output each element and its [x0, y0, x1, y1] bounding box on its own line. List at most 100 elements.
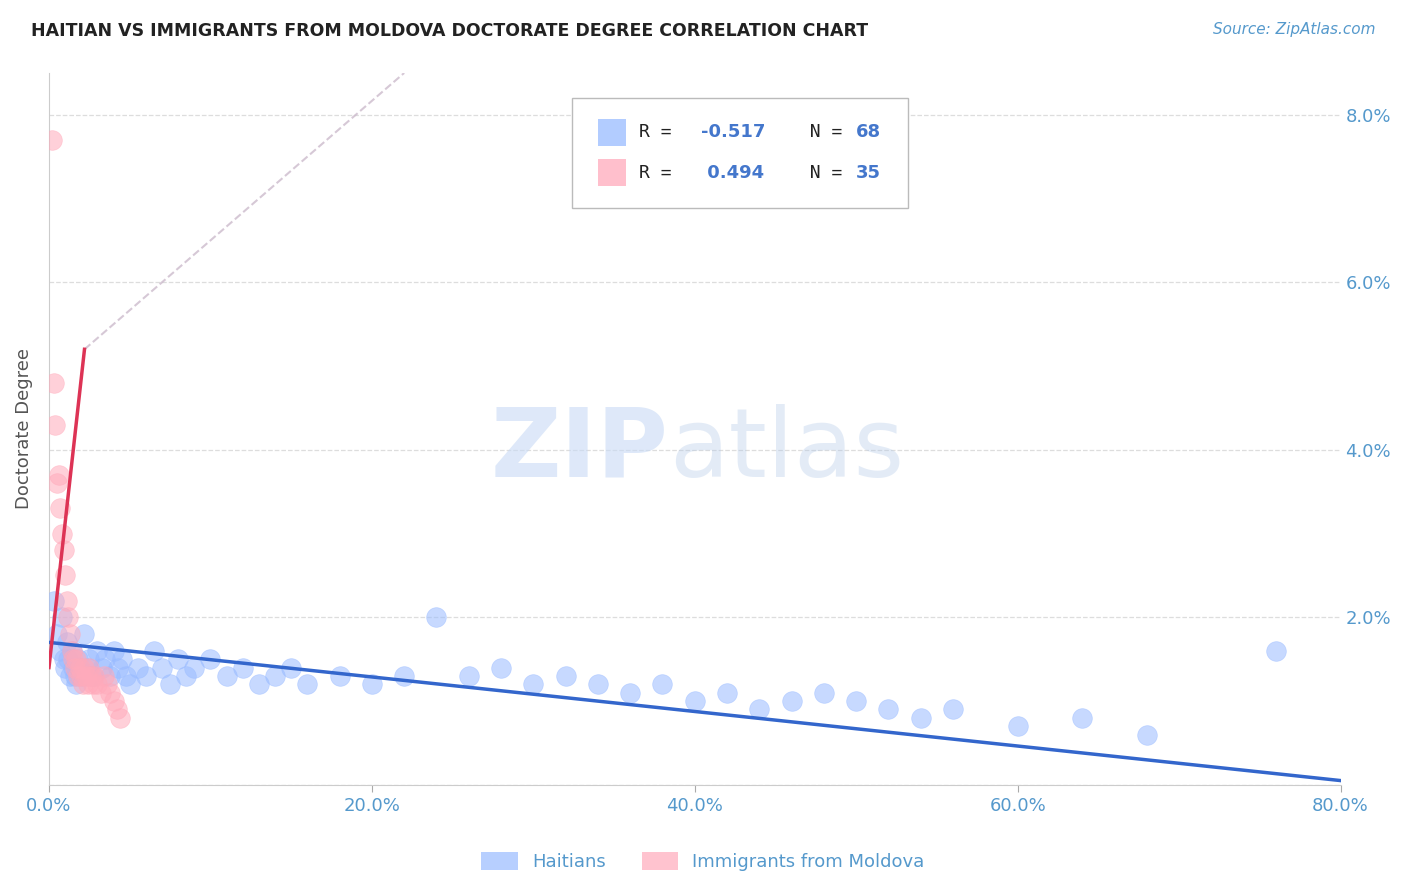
Point [554, 669, 576, 683]
Point [813, 686, 835, 700]
Point [280, 660, 302, 674]
Point [159, 677, 181, 691]
Point [76, 677, 98, 691]
Point [73, 660, 96, 674]
Point [46, 476, 69, 491]
Point [66, 669, 89, 683]
Point [115, 669, 138, 683]
Point [586, 677, 609, 691]
Point [683, 694, 706, 708]
Point [135, 669, 157, 683]
Point [69, 660, 91, 674]
Text: ZIP: ZIP [491, 404, 669, 497]
Point [65, 677, 87, 691]
Point [48, 467, 70, 482]
Point [247, 677, 270, 691]
Point [877, 702, 900, 716]
Point [55, 635, 77, 649]
Point [264, 669, 287, 683]
Point [1136, 727, 1159, 741]
Text: R =: R = [640, 163, 683, 182]
Point [748, 702, 770, 716]
Point [108, 711, 131, 725]
Point [82, 669, 104, 683]
Point [142, 644, 165, 658]
Point [1264, 644, 1286, 658]
Point [94, 652, 117, 666]
Point [329, 669, 352, 683]
Point [98, 669, 121, 683]
Point [96, 677, 118, 691]
Point [103, 644, 125, 658]
Text: N =: N = [787, 163, 853, 182]
Y-axis label: Doctorate Degree: Doctorate Degree [15, 349, 32, 509]
Point [59, 627, 82, 641]
Point [98, 686, 121, 700]
Point [651, 677, 673, 691]
Text: atlas: atlas [669, 404, 904, 497]
Point [52, 543, 75, 558]
Point [60, 644, 83, 658]
Point [79, 652, 101, 666]
Point [174, 669, 197, 683]
Point [52, 652, 75, 666]
Point [1007, 719, 1029, 733]
Point [53, 660, 76, 674]
Point [910, 711, 932, 725]
Point [619, 686, 641, 700]
Point [65, 652, 87, 666]
Point [62, 660, 84, 674]
Point [62, 652, 84, 666]
Point [76, 660, 98, 674]
Point [75, 669, 97, 683]
Point [63, 669, 86, 683]
Point [49, 501, 72, 516]
Point [79, 660, 101, 674]
Point [93, 669, 115, 683]
Point [53, 568, 76, 582]
Point [489, 660, 512, 674]
Point [716, 686, 738, 700]
Point [90, 686, 112, 700]
Point [55, 593, 77, 607]
Text: HAITIAN VS IMMIGRANTS FROM MOLDOVA DOCTORATE DEGREE CORRELATION CHART: HAITIAN VS IMMIGRANTS FROM MOLDOVA DOCTO… [31, 22, 868, 40]
Point [42, 376, 65, 390]
Point [215, 669, 238, 683]
Point [46, 627, 69, 641]
Point [522, 677, 544, 691]
Point [392, 669, 415, 683]
FancyBboxPatch shape [572, 98, 908, 208]
Point [942, 702, 965, 716]
Text: 68: 68 [856, 123, 882, 141]
Point [51, 526, 73, 541]
Point [86, 644, 108, 658]
Point [49, 644, 72, 658]
Point [200, 652, 222, 666]
Point [58, 652, 80, 666]
Point [80, 669, 103, 683]
Point [1071, 711, 1094, 725]
Point [425, 610, 447, 624]
Point [91, 660, 114, 674]
Point [69, 660, 91, 674]
Point [82, 677, 104, 691]
Bar [598, 119, 626, 145]
Point [63, 660, 86, 674]
Point [111, 652, 134, 666]
Text: 0.494: 0.494 [702, 163, 765, 182]
Point [44, 417, 66, 432]
Point [232, 660, 254, 674]
Point [70, 669, 93, 683]
Point [105, 702, 128, 716]
Point [118, 677, 141, 691]
Point [167, 652, 190, 666]
Point [70, 669, 93, 683]
Text: N =: N = [787, 123, 853, 141]
Text: Source: ZipAtlas.com: Source: ZipAtlas.com [1212, 22, 1375, 37]
Point [58, 610, 80, 624]
Point [86, 677, 108, 691]
Point [297, 677, 319, 691]
Point [59, 669, 82, 683]
Text: 35: 35 [856, 163, 882, 182]
Point [183, 660, 205, 674]
